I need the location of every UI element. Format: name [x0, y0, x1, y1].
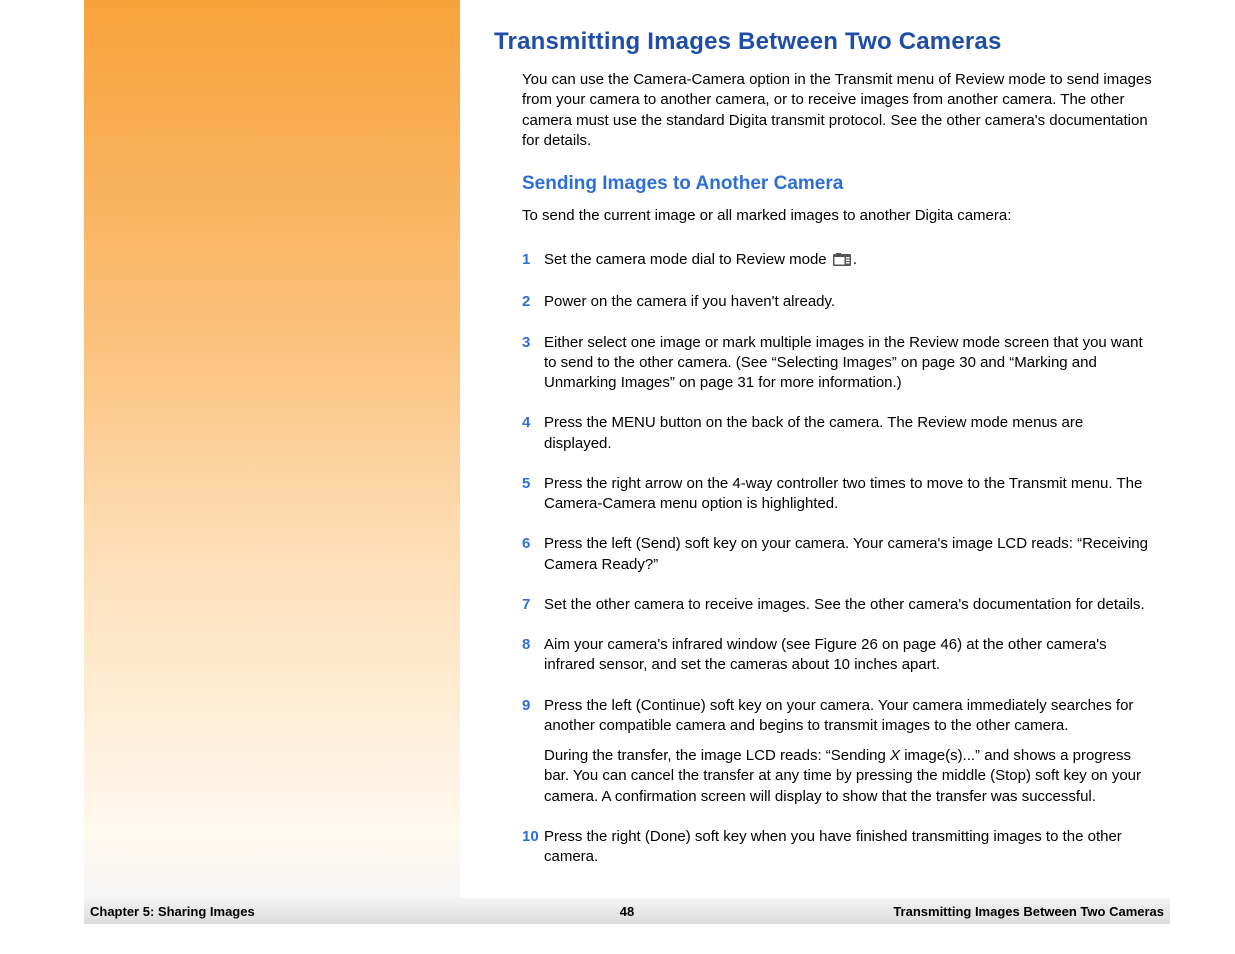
step-number: 6 [522, 534, 544, 554]
lead-paragraph: To send the current image or all marked … [522, 207, 1164, 224]
sidebar-gradient [84, 0, 460, 898]
section-heading: Sending Images to Another Camera [522, 173, 1164, 195]
step-number: 7 [522, 595, 544, 615]
step-body: Set the other camera to receive images. … [544, 595, 1152, 615]
variable-x: X [890, 747, 900, 764]
step-extra-text: During the transfer, the image LCD reads… [544, 746, 1152, 807]
step-number: 10 [522, 827, 544, 847]
step-item: 7Set the other camera to receive images.… [522, 595, 1152, 615]
step-number: 5 [522, 474, 544, 494]
review-mode-icon [833, 252, 851, 272]
step-text: Either select one image or mark multiple… [544, 333, 1152, 394]
step-item: 6Press the left (Send) soft key on your … [522, 534, 1152, 575]
step-text: Set the camera mode dial to Review mode … [544, 250, 1152, 272]
step-body: Aim your camera's infrared window (see F… [544, 635, 1152, 676]
step-number: 9 [522, 696, 544, 716]
step-text: Press the MENU button on the back of the… [544, 413, 1152, 454]
intro-paragraph: You can use the Camera-Camera option in … [522, 70, 1162, 151]
step-item: 3Either select one image or mark multipl… [522, 333, 1152, 394]
footer-chapter: Chapter 5: Sharing Images [90, 904, 255, 919]
step-number: 4 [522, 413, 544, 433]
step-item: 9Press the left (Continue) soft key on y… [522, 696, 1152, 807]
step-text: Aim your camera's infrared window (see F… [544, 635, 1152, 676]
step-text: Press the left (Send) soft key on your c… [544, 534, 1152, 575]
step-text: Press the right arrow on the 4-way contr… [544, 474, 1152, 515]
step-body: Press the right arrow on the 4-way contr… [544, 474, 1152, 515]
footer-section: Transmitting Images Between Two Cameras [893, 904, 1164, 919]
step-body: Press the left (Continue) soft key on yo… [544, 696, 1152, 807]
step-text: Press the left (Continue) soft key on yo… [544, 696, 1152, 737]
steps-list: 1Set the camera mode dial to Review mode… [522, 250, 1152, 867]
step-item: 1Set the camera mode dial to Review mode… [522, 250, 1152, 272]
step-text: Press the right (Done) soft key when you… [544, 827, 1152, 868]
step-number: 8 [522, 635, 544, 655]
step-body: Press the left (Send) soft key on your c… [544, 534, 1152, 575]
step-text: Power on the camera if you haven't alrea… [544, 292, 1152, 312]
step-number: 1 [522, 250, 544, 270]
page: Transmitting Images Between Two Cameras … [0, 0, 1235, 954]
page-footer: Chapter 5: Sharing Images 48 Transmittin… [84, 898, 1170, 924]
step-item: 5Press the right arrow on the 4-way cont… [522, 474, 1152, 515]
step-item: 4Press the MENU button on the back of th… [522, 413, 1152, 454]
step-number: 2 [522, 292, 544, 312]
step-item: 10Press the right (Done) soft key when y… [522, 827, 1152, 868]
step-item: 2Power on the camera if you haven't alre… [522, 292, 1152, 312]
content-column: Transmitting Images Between Two Cameras … [494, 28, 1164, 887]
step-body: Either select one image or mark multiple… [544, 333, 1152, 394]
step-item: 8Aim your camera's infrared window (see … [522, 635, 1152, 676]
step-text: Set the other camera to receive images. … [544, 595, 1152, 615]
step-body: Power on the camera if you haven't alrea… [544, 292, 1152, 312]
step-body: Press the MENU button on the back of the… [544, 413, 1152, 454]
page-title: Transmitting Images Between Two Cameras [494, 28, 1164, 56]
step-body: Press the right (Done) soft key when you… [544, 827, 1152, 868]
footer-page-number: 48 [620, 904, 634, 919]
step-number: 3 [522, 333, 544, 353]
step-body: Set the camera mode dial to Review mode … [544, 250, 1152, 272]
